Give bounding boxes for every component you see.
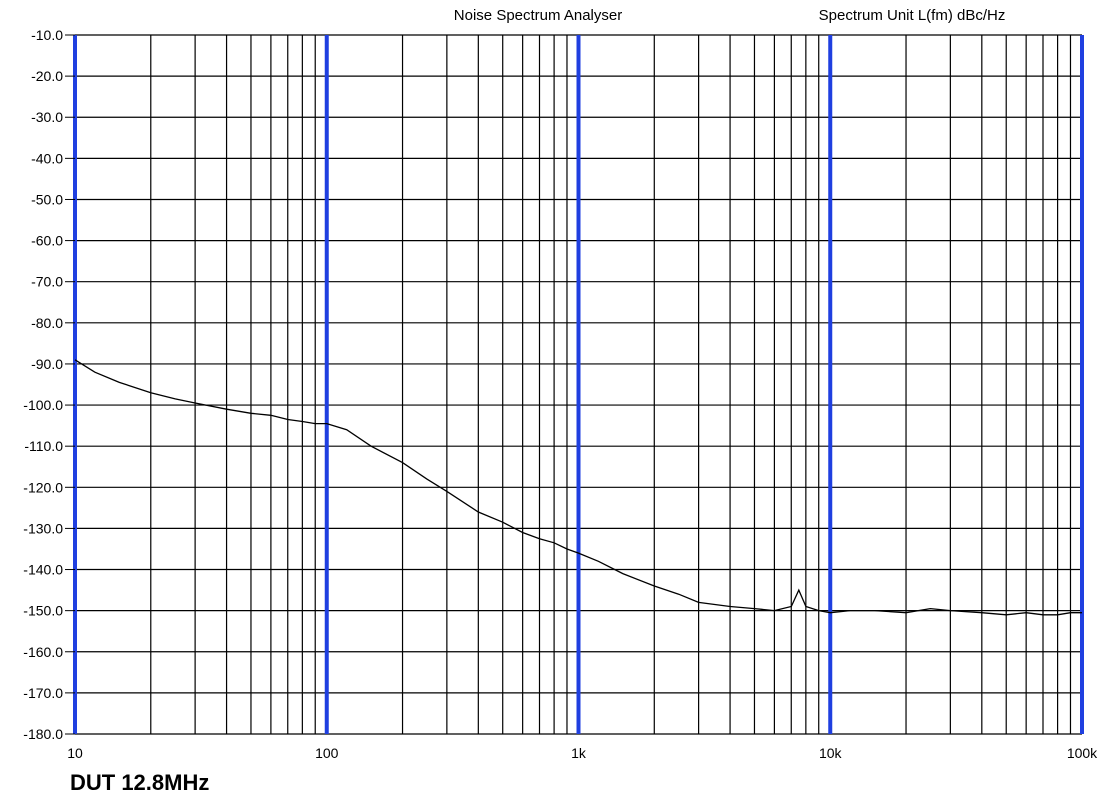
- x-axis-ticks: 10 100 1k 10k 100k: [67, 745, 1098, 761]
- y-tick-label: -40.0: [31, 150, 63, 166]
- y-tick-label: -120.0: [23, 479, 63, 495]
- x-tick-label: 10: [67, 745, 83, 761]
- x-tick-label: 100k: [1067, 745, 1098, 761]
- y-axis-ticks: -10.0 -20.0 -30.0 -40.0 -50.0 -60.0 -70.0 -80.0…: [23, 27, 75, 742]
- y-tick-label: -30.0: [31, 109, 63, 125]
- y-tick-label: -90.0: [31, 356, 63, 372]
- y-tick-label: -110.0: [24, 438, 63, 454]
- chart-title: Noise Spectrum Analyser: [454, 7, 622, 24]
- y-tick-label: -170.0: [23, 685, 63, 701]
- noise-trace-line: [74, 359, 1082, 616]
- y-tick-label: -20.0: [31, 68, 63, 84]
- x-tick-label: 100: [315, 745, 339, 761]
- y-tick-label: -150.0: [23, 603, 63, 619]
- y-tick-label: -180.0: [23, 726, 63, 742]
- y-tick-label: -50.0: [31, 191, 63, 207]
- x-tick-label: 10k: [819, 745, 843, 761]
- y-tick-label: -160.0: [23, 644, 63, 660]
- grid: [73, 34, 1084, 735]
- y-tick-label: -80.0: [31, 315, 63, 331]
- y-tick-label: -130.0: [23, 520, 63, 536]
- y-tick-label: -100.0: [23, 397, 63, 413]
- y-tick-label: -10.0: [31, 27, 63, 43]
- unit-label: Spectrum Unit L(fm) dBc/Hz: [819, 7, 1006, 24]
- y-tick-label: -70.0: [31, 274, 63, 290]
- y-tick-label: -60.0: [31, 233, 63, 249]
- x-tick-label: 1k: [571, 745, 587, 761]
- y-tick-label: -140.0: [23, 562, 63, 578]
- dut-caption: DUT 12.8MHz: [70, 770, 210, 795]
